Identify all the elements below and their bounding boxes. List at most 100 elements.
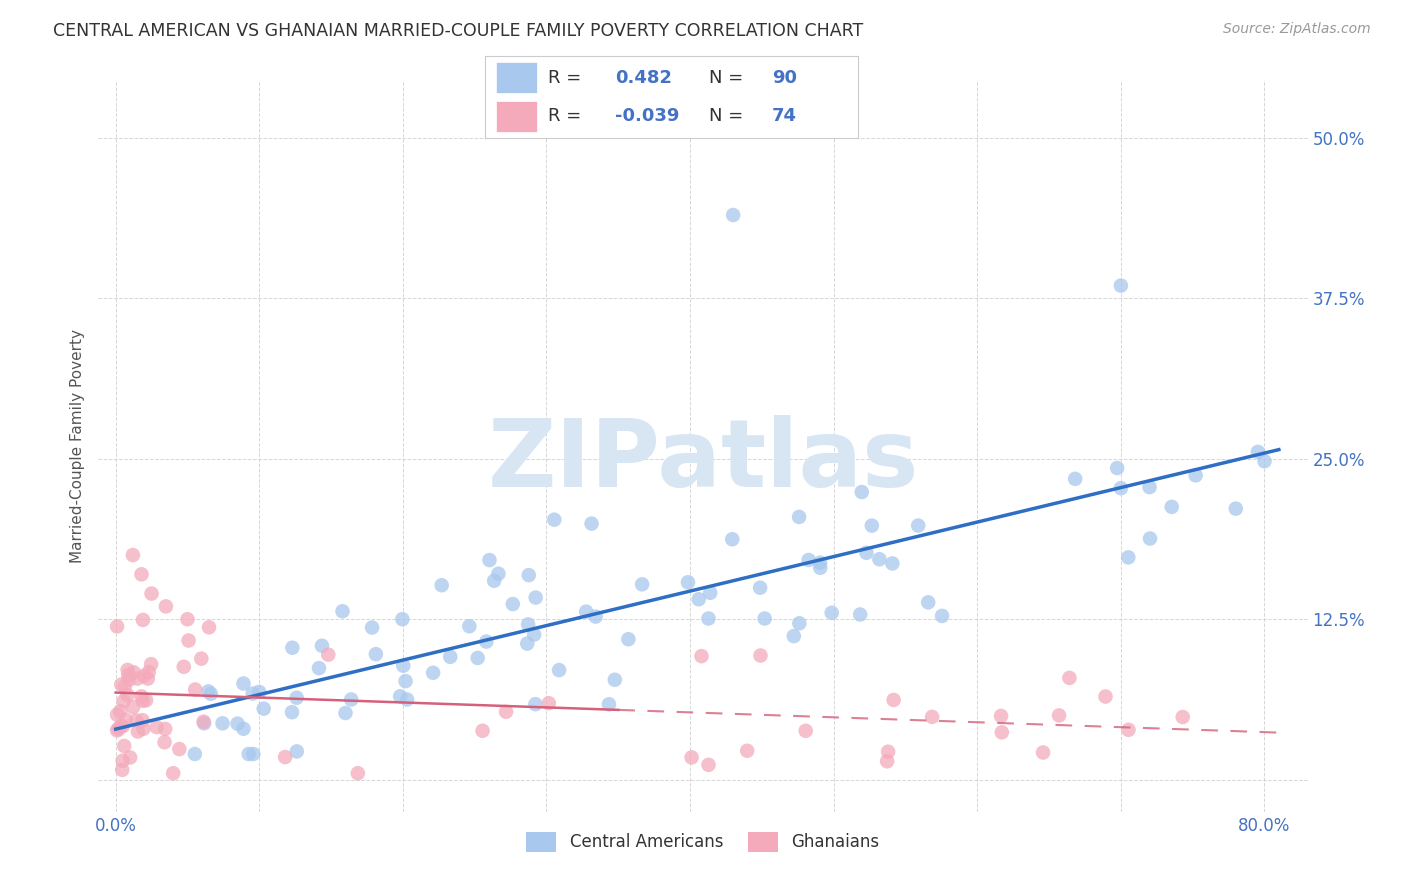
Point (132, 722, 155, 736)
Point (112, 694, 135, 708)
Point (990, 709, 1012, 723)
Point (1094, 690, 1116, 704)
Point (311, 639, 333, 653)
Point (110, 719, 132, 733)
Point (1109, 278, 1132, 293)
Point (110, 677, 132, 691)
Point (603, 673, 626, 687)
Point (808, 556, 831, 570)
Point (907, 518, 929, 533)
Point (117, 668, 139, 682)
Point (173, 659, 195, 673)
Point (794, 723, 817, 738)
Point (176, 612, 198, 626)
Point (155, 722, 177, 736)
Text: CENTRAL AMERICAN VS GHANAIAN MARRIED-COUPLE FAMILY POVERTY CORRELATION CHART: CENTRAL AMERICAN VS GHANAIAN MARRIED-COU… (53, 22, 863, 40)
Point (1247, 445, 1270, 459)
Point (285, 744, 308, 758)
Point (1118, 723, 1140, 737)
Point (111, 754, 134, 768)
Point (396, 692, 419, 706)
Point (226, 716, 249, 731)
Point (335, 706, 357, 720)
Point (789, 616, 811, 631)
Text: 90: 90 (772, 69, 797, 87)
Point (631, 577, 654, 591)
Point (111, 763, 134, 777)
Point (274, 750, 297, 764)
Point (332, 604, 354, 618)
Point (690, 649, 713, 664)
Point (754, 611, 776, 625)
Point (681, 750, 703, 764)
Point (114, 713, 136, 727)
Point (108, 704, 131, 718)
Point (112, 739, 135, 753)
Point (1116, 550, 1139, 565)
Point (153, 735, 176, 749)
Point (921, 710, 943, 724)
Point (676, 575, 699, 590)
Point (1139, 532, 1161, 546)
Point (131, 567, 153, 582)
Point (114, 680, 136, 694)
Point (581, 516, 603, 531)
Point (721, 208, 744, 222)
Point (524, 697, 547, 711)
Point (783, 629, 806, 643)
Point (389, 690, 412, 704)
Point (125, 714, 148, 728)
Point (132, 694, 155, 708)
Point (120, 750, 142, 764)
Point (281, 705, 304, 719)
Y-axis label: Married-Couple Family Poverty: Married-Couple Family Poverty (70, 329, 86, 563)
Point (855, 546, 877, 560)
Point (697, 611, 720, 625)
Point (478, 553, 501, 567)
Point (136, 672, 159, 686)
Point (285, 690, 308, 705)
Point (127, 672, 149, 686)
Point (688, 592, 710, 607)
Point (517, 617, 540, 632)
Point (439, 649, 461, 664)
Point (392, 658, 415, 673)
Point (851, 485, 873, 500)
Text: -0.039: -0.039 (616, 107, 681, 125)
Point (877, 745, 900, 759)
Point (340, 692, 363, 706)
Point (585, 609, 607, 624)
Point (105, 707, 128, 722)
Point (364, 647, 387, 661)
Point (242, 687, 264, 701)
Point (200, 687, 222, 701)
Point (821, 606, 844, 620)
Point (198, 620, 221, 634)
Point (797, 553, 820, 567)
Point (475, 634, 498, 648)
Text: N =: N = (709, 107, 748, 125)
Point (141, 586, 163, 600)
Point (868, 552, 890, 566)
Point (177, 633, 200, 648)
Point (1064, 472, 1087, 486)
Point (516, 637, 538, 651)
Point (617, 632, 640, 647)
Point (347, 766, 370, 780)
Legend: Central Americans, Ghanaians: Central Americans, Ghanaians (520, 826, 886, 858)
Point (849, 607, 872, 622)
Point (735, 744, 758, 758)
Point (197, 684, 219, 698)
Point (1107, 461, 1129, 475)
Point (575, 605, 598, 619)
Point (232, 722, 254, 736)
Point (139, 657, 162, 672)
Point (105, 723, 128, 738)
Text: 0.482: 0.482 (616, 69, 672, 87)
Point (253, 701, 276, 715)
Point (281, 640, 304, 655)
Point (242, 747, 264, 761)
Point (193, 714, 215, 729)
Point (122, 665, 145, 680)
Point (598, 698, 620, 712)
